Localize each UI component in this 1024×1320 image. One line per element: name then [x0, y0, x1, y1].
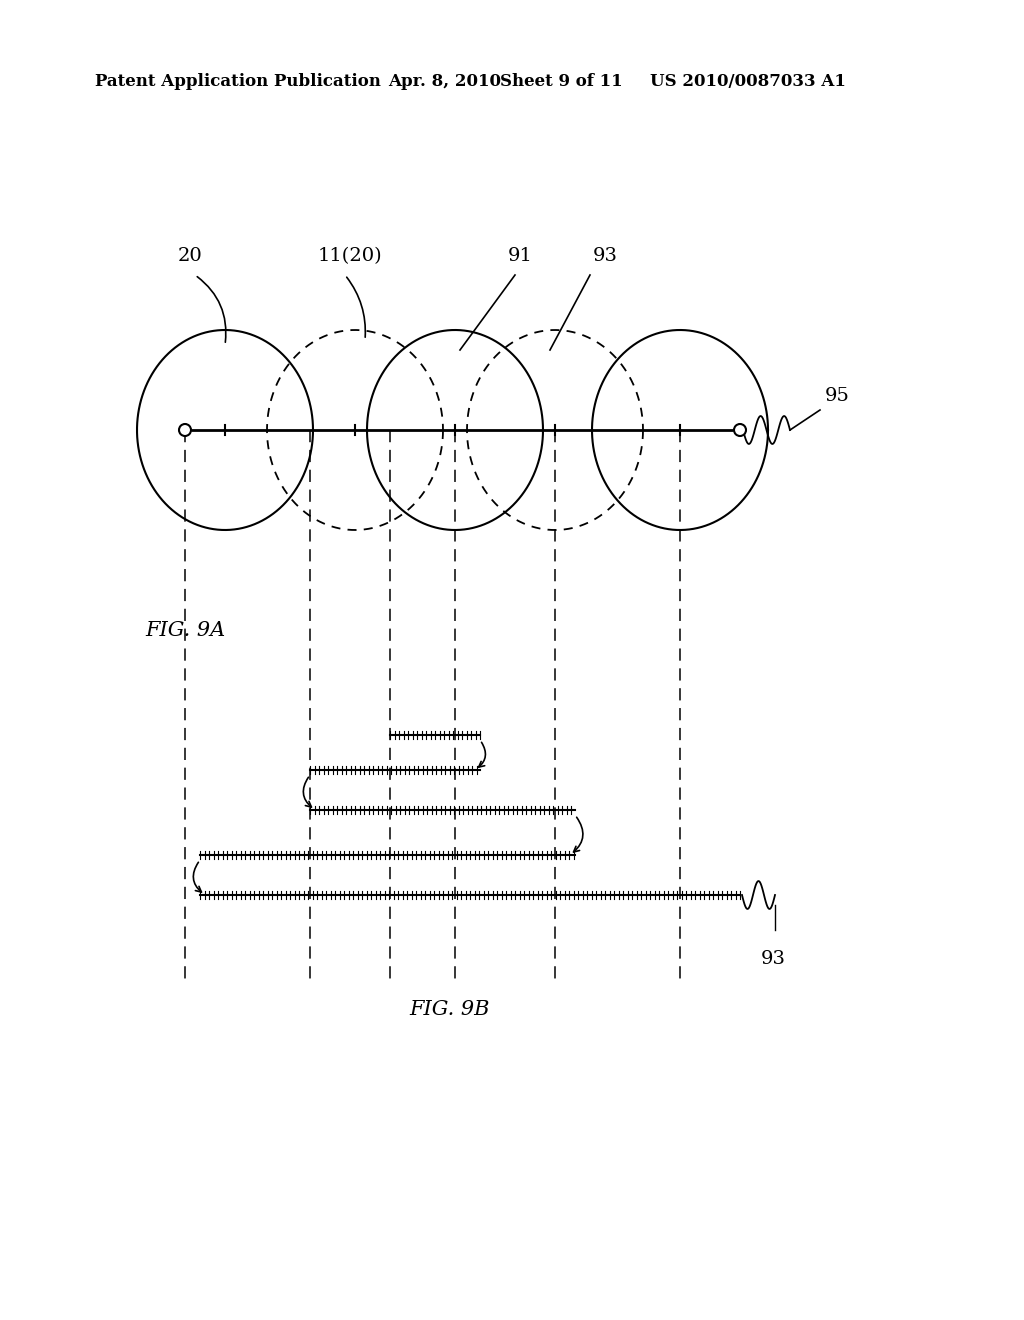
- Text: Sheet 9 of 11: Sheet 9 of 11: [500, 74, 623, 91]
- Text: FIG. 9B: FIG. 9B: [410, 1001, 490, 1019]
- Text: 91: 91: [508, 247, 532, 265]
- Text: 93: 93: [593, 247, 617, 265]
- Circle shape: [734, 424, 746, 436]
- Circle shape: [179, 424, 191, 436]
- Text: 11(20): 11(20): [317, 247, 382, 265]
- Text: 95: 95: [825, 387, 850, 405]
- Text: FIG. 9A: FIG. 9A: [145, 620, 225, 639]
- Text: Apr. 8, 2010: Apr. 8, 2010: [388, 74, 501, 91]
- Text: US 2010/0087033 A1: US 2010/0087033 A1: [650, 74, 846, 91]
- Text: 20: 20: [177, 247, 203, 265]
- Text: 93: 93: [761, 950, 785, 968]
- Text: Patent Application Publication: Patent Application Publication: [95, 74, 381, 91]
